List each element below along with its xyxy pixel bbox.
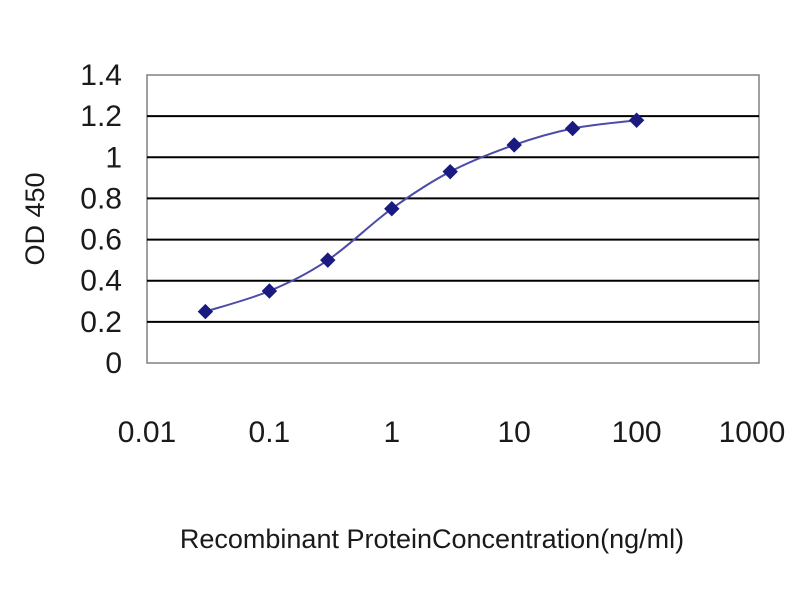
plot-area <box>146 74 760 364</box>
y-axis-tick-labels: 0 0.2 0.4 0.6 0.8 1 1.2 1.4 <box>80 59 122 380</box>
y-tick-label: 1 <box>105 141 122 174</box>
data-point <box>442 163 458 180</box>
x-axis-title: Recombinant ProteinConcentration(ng/ml) <box>180 524 684 554</box>
data-point <box>197 303 214 320</box>
y-tick-label: 1.2 <box>80 100 122 133</box>
data-point <box>506 137 522 153</box>
data-point <box>564 120 581 137</box>
y-tick-label: 0.4 <box>80 265 122 298</box>
x-tick-label: 10 <box>498 416 531 449</box>
y-axis-title: OD 450 <box>20 172 50 265</box>
y-tick-label: 0.6 <box>80 224 122 257</box>
grid-lines <box>147 115 759 323</box>
x-axis-tick-labels: 0.01 0.1 1 10 100 1000 <box>118 416 786 449</box>
data-point <box>384 201 400 217</box>
y-tick-label: 1.4 <box>80 59 122 92</box>
data-point <box>628 112 645 128</box>
data-point <box>320 252 336 268</box>
series-markers <box>197 112 645 320</box>
y-tick-label: 0.8 <box>80 182 122 215</box>
x-tick-label: 1000 <box>719 416 786 449</box>
x-tick-label: 1 <box>383 416 400 449</box>
data-point <box>261 283 278 299</box>
x-tick-label: 0.01 <box>118 416 176 449</box>
x-tick-label: 0.1 <box>249 416 291 449</box>
y-tick-label: 0.2 <box>80 306 122 339</box>
x-tick-label: 100 <box>612 416 662 449</box>
y-tick-label: 0 <box>105 347 122 380</box>
